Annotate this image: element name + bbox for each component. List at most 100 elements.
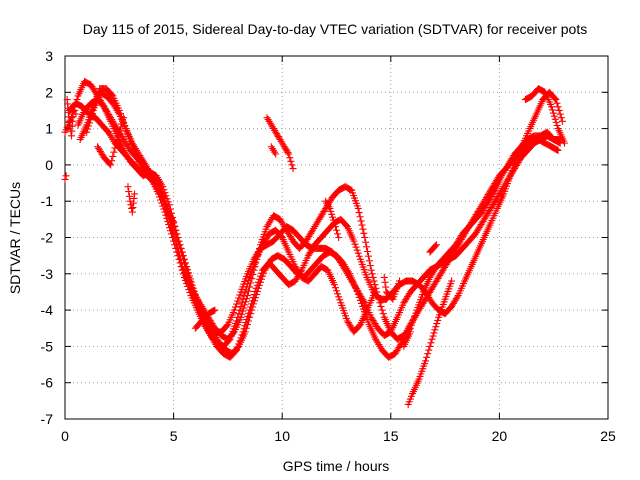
data-point xyxy=(273,131,281,139)
data-point xyxy=(352,243,360,251)
data-point xyxy=(115,129,123,137)
y-axis-title: SDTVAR / TECUs xyxy=(7,182,23,294)
data-point xyxy=(251,287,259,295)
data-point xyxy=(552,96,560,104)
data-point xyxy=(360,297,368,305)
data-point xyxy=(125,188,133,196)
data-point xyxy=(554,146,562,154)
data-point xyxy=(235,340,243,348)
data-point xyxy=(160,205,168,213)
data-point xyxy=(233,300,241,308)
data-point xyxy=(351,240,359,248)
data-point xyxy=(426,342,434,350)
data-point xyxy=(167,230,175,238)
data-point xyxy=(334,290,342,298)
series-track-5 xyxy=(76,85,377,350)
data-point xyxy=(174,252,182,260)
series-track-14 xyxy=(404,277,456,408)
data-point xyxy=(250,291,258,299)
data-point xyxy=(185,286,193,294)
data-point xyxy=(111,144,119,152)
data-point xyxy=(113,135,121,143)
data-point xyxy=(550,112,558,120)
data-point xyxy=(180,273,188,281)
x-tick-label: 20 xyxy=(492,428,508,444)
data-point xyxy=(359,225,367,233)
data-point xyxy=(432,241,440,249)
data-point xyxy=(285,150,293,158)
data-point xyxy=(362,238,370,246)
data-point xyxy=(183,279,191,287)
data-point xyxy=(254,278,262,286)
data-point xyxy=(378,306,386,314)
data-point xyxy=(253,281,261,289)
data-point xyxy=(552,118,560,126)
data-point xyxy=(381,278,389,286)
y-tick-label: -1 xyxy=(41,193,54,209)
data-point xyxy=(382,283,390,291)
data-point xyxy=(354,249,362,257)
data-point xyxy=(554,103,562,111)
data-point xyxy=(350,237,358,245)
series-track-16 xyxy=(426,241,440,256)
data-point xyxy=(166,227,174,235)
data-point xyxy=(395,277,403,285)
data-point xyxy=(431,326,439,334)
data-point xyxy=(335,293,343,301)
data-point xyxy=(62,172,70,180)
data-point xyxy=(364,252,372,260)
data-point xyxy=(236,306,244,314)
data-point xyxy=(329,213,337,221)
data-point xyxy=(286,154,294,162)
data-point xyxy=(235,310,243,318)
data-point xyxy=(280,143,288,151)
y-tick-label: -7 xyxy=(41,411,54,427)
data-point xyxy=(239,295,247,303)
data-point xyxy=(424,350,432,358)
data-point xyxy=(177,263,185,271)
data-point xyxy=(367,266,375,274)
data-point xyxy=(162,211,170,219)
data-point xyxy=(240,292,248,300)
data-point xyxy=(161,189,169,197)
data-point xyxy=(235,294,243,302)
y-tick-label: 1 xyxy=(45,121,53,137)
series-track-18 xyxy=(61,172,70,183)
y-tick-label: 3 xyxy=(45,48,53,64)
data-point xyxy=(353,246,361,254)
data-point xyxy=(252,284,260,292)
data-point xyxy=(237,334,245,342)
data-point xyxy=(380,273,388,281)
data-point xyxy=(161,208,169,216)
series-track-15 xyxy=(400,328,414,350)
data-point xyxy=(272,150,280,158)
data-point xyxy=(434,316,442,324)
y-tick-label: -4 xyxy=(41,302,54,318)
data-point xyxy=(240,325,248,333)
data-point xyxy=(154,190,162,198)
x-tick-label: 0 xyxy=(61,428,69,444)
data-point xyxy=(448,277,456,285)
data-point xyxy=(244,280,252,288)
data-point xyxy=(355,209,363,217)
data-point xyxy=(223,322,231,330)
data-points xyxy=(61,77,569,408)
x-tick-label: 10 xyxy=(274,428,290,444)
data-point xyxy=(372,284,380,292)
data-point xyxy=(107,161,115,169)
data-point xyxy=(109,152,117,160)
data-point xyxy=(377,302,385,310)
series-track-4 xyxy=(83,88,566,361)
data-point xyxy=(108,157,116,165)
data-point xyxy=(429,332,437,340)
data-point xyxy=(238,331,246,339)
data-point xyxy=(165,221,173,229)
data-point xyxy=(358,221,366,229)
y-tick-label: -2 xyxy=(41,230,54,246)
data-point xyxy=(379,310,387,318)
series-track-9 xyxy=(191,306,219,332)
data-point xyxy=(166,224,174,232)
data-point xyxy=(70,103,78,111)
data-point xyxy=(247,303,255,311)
